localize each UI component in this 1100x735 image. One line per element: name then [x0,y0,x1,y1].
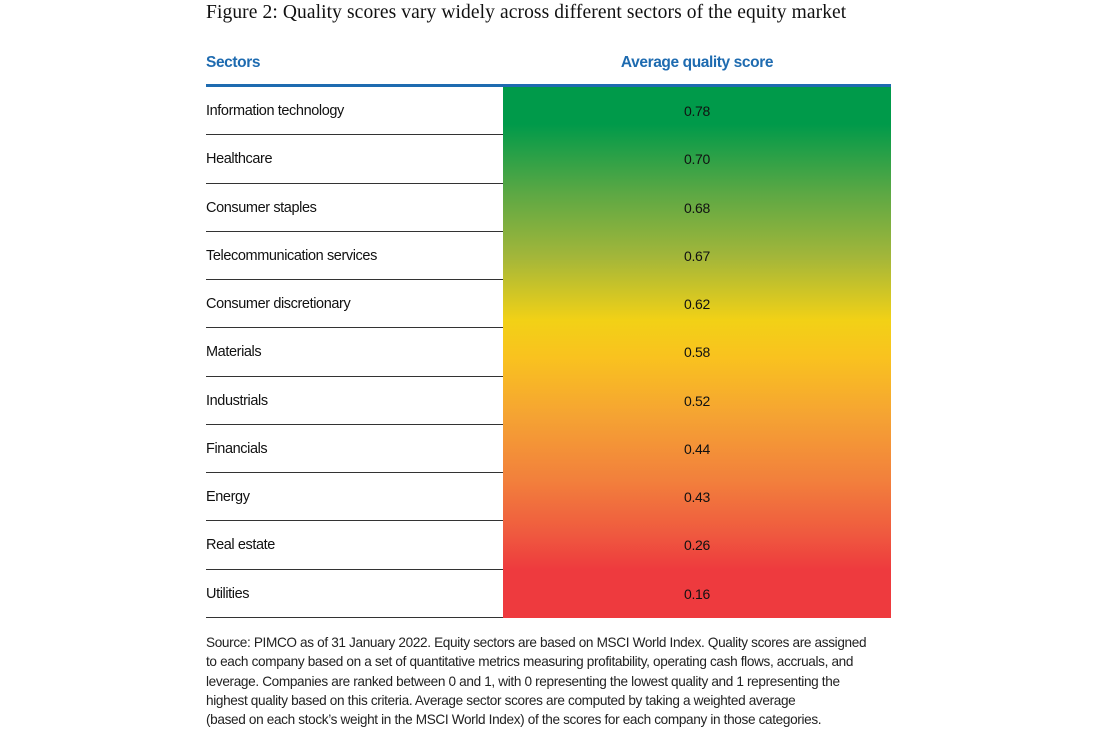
row-divider [206,134,503,136]
table-row: Utilities 0.16 [206,570,891,618]
footnote-line: (based on each stock’s weight in the MSC… [206,712,822,728]
row-divider [206,616,503,618]
sector-name: Consumer staples [206,199,317,216]
sector-name: Healthcare [206,151,273,168]
row-divider [206,520,503,522]
sector-name: Industrials [206,392,268,409]
row-divider [206,568,503,570]
sector-name: Energy [206,489,250,506]
row-divider [206,327,503,329]
row-divider [206,279,503,281]
table-row: Real estate 0.26 [206,521,891,570]
quality-score: 0.70 [683,151,711,168]
table-row: Consumer discretionary 0.62 [206,280,891,329]
table-row: Telecommunication services 0.67 [206,232,891,281]
footnote: Source: PIMCO as of 31 January 2022. Equ… [206,633,867,729]
sector-name: Utilities [206,585,250,602]
quality-score: 0.52 [683,392,711,409]
quality-score: 0.68 [683,199,711,216]
quality-score: 0.62 [683,296,711,313]
row-divider [206,230,503,232]
quality-score: 0.26 [683,537,711,554]
quality-score: 0.67 [683,247,711,264]
sector-name: Real estate [206,537,275,554]
table-row: Industrials 0.52 [206,377,891,425]
table-row: Healthcare 0.70 [206,135,891,184]
figure-title: Figure 2: Quality scores vary widely acr… [206,2,847,23]
quality-score: 0.58 [683,344,711,361]
sector-name: Consumer discretionary [206,296,351,313]
table-row: Information technology 0.78 [206,87,891,136]
row-divider [206,472,503,474]
table-row: Consumer staples 0.68 [206,184,891,232]
sector-name: Telecommunication services [206,247,377,264]
row-divider [206,375,503,377]
sector-name: Materials [206,344,262,361]
quality-score: 0.44 [683,440,711,457]
table: Sectors Average quality score Informatio… [206,48,891,618]
score-gradient [503,87,891,618]
sector-name: Information technology [206,103,344,119]
quality-score: 0.16 [683,585,711,602]
footnote-line: Source: PIMCO as of 31 January 2022. Equ… [206,635,867,650]
footnote-line: leverage. Companies are ranked between 0… [206,673,840,689]
table-header: Sectors Average quality score [206,48,891,87]
quality-score: 0.78 [683,103,711,119]
header-cell: Average quality score [620,54,774,71]
table-body: Information technology 0.78 Healthcare 0.70… [206,87,891,618]
table-row: Energy 0.43 [206,473,891,522]
footnote-line: to each company based on a set of quanti… [206,654,854,670]
quality-score: 0.43 [683,489,711,506]
header-cell: Sectors [206,54,261,71]
sector-name: Financials [206,440,268,457]
table-row: Financials 0.44 [206,425,891,474]
table-row: Materials 0.58 [206,328,891,377]
row-divider [206,182,503,184]
row-divider [206,423,503,425]
footnote-line: highest quality based on this criteria. … [206,692,796,708]
